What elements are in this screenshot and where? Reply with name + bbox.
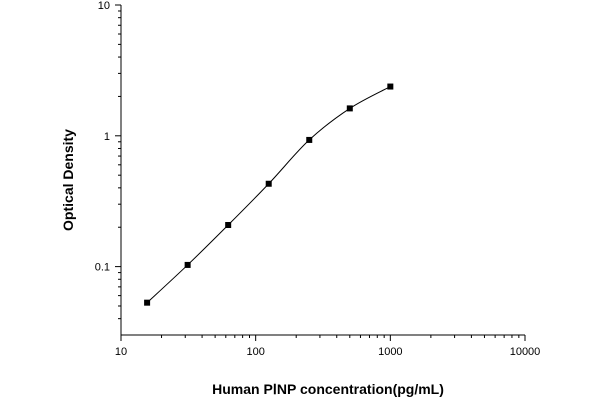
- x-tick-label: 10: [115, 346, 127, 358]
- data-point: [387, 83, 394, 90]
- data-point: [306, 136, 313, 143]
- data-points: [144, 83, 394, 306]
- data-point: [144, 299, 151, 306]
- y-tick-label: 1: [104, 131, 110, 143]
- y-axis-title: Optical Density: [60, 129, 76, 231]
- x-tick-label: 100: [246, 346, 264, 358]
- x-axis-title: Human PⅠNP concentration(pg/mL): [212, 381, 444, 397]
- data-point: [225, 222, 232, 229]
- tick-labels: 10 100 1000 10000 0.1 1 10: [95, 0, 541, 358]
- x-tick-label: 1000: [378, 346, 402, 358]
- data-point: [265, 180, 272, 187]
- y-tick-label: 10: [98, 0, 110, 12]
- y-tick-label: 0.1: [95, 262, 110, 274]
- x-tick-label: 10000: [510, 346, 541, 358]
- data-point: [184, 261, 191, 268]
- ticks: [115, 4, 526, 341]
- axes: [120, 5, 525, 336]
- data-point: [346, 105, 353, 112]
- fit-curve: [146, 86, 391, 304]
